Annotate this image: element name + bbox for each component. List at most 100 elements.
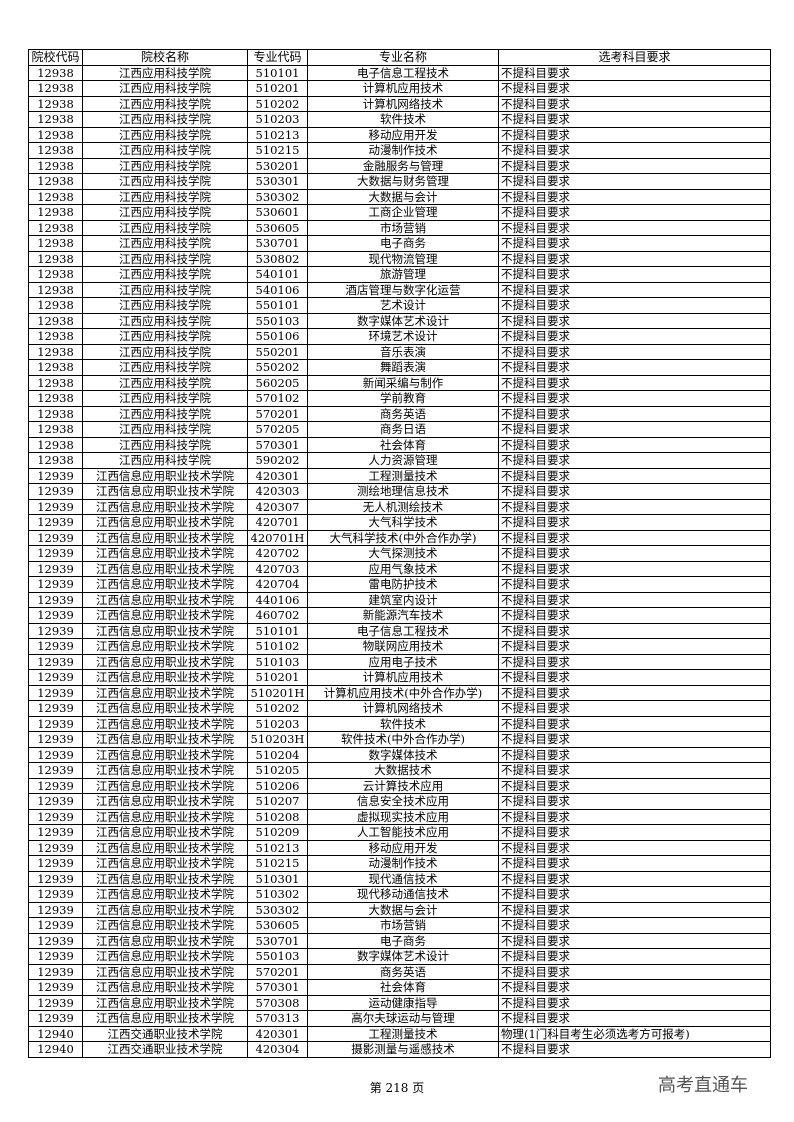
cell-requirement: 不提科目要求 (498, 963, 771, 980)
table-row: 12939 江西信息应用职业技术学院 510203H 软件技术(中外合作办学) 不提科目… (28, 731, 771, 748)
cell-requirement: 不提科目要求 (498, 452, 771, 469)
cell-major-code: 530601 (247, 204, 308, 221)
cell-major-code: 560205 (247, 374, 308, 391)
cell-requirement: 不提科目要求 (498, 994, 771, 1011)
cell-school-name: 江西信息应用职业技术学院 (82, 901, 248, 918)
cell-requirement: 不提科目要求 (498, 467, 771, 484)
cell-school-code: 12938 (28, 312, 83, 329)
table-row: 12938 江西应用科技学院 530802 现代物流管理 不提科目要求 (28, 250, 771, 267)
cell-school-name: 江西应用科技学院 (82, 157, 248, 174)
cell-school-name: 江西应用科技学院 (82, 436, 248, 453)
cell-requirement: 不提科目要求 (498, 436, 771, 453)
cell-school-code: 12938 (28, 266, 83, 283)
cell-school-code: 12939 (28, 498, 83, 515)
cell-school-name: 江西应用科技学院 (82, 250, 248, 267)
cell-school-name: 江西信息应用职业技术学院 (82, 917, 248, 934)
table-row: 12939 江西信息应用职业技术学院 510209 人工智能技术应用 不提科目要求 (28, 824, 771, 841)
cell-major-code: 570308 (247, 994, 308, 1011)
cell-school-name: 江西信息应用职业技术学院 (82, 638, 248, 655)
cell-school-name: 江西信息应用职业技术学院 (82, 855, 248, 872)
cell-major-name: 环境艺术设计 (307, 328, 499, 345)
cell-school-name: 江西交通职业技术学院 (82, 1025, 248, 1042)
cell-major-name: 艺术设计 (307, 297, 499, 314)
cell-major-name: 移动应用开发 (307, 126, 499, 143)
table-row: 12939 江西信息应用职业技术学院 420704 雷电防护技术 不提科目要求 (28, 576, 771, 593)
table-row: 12939 江西信息应用职业技术学院 510201H 计算机应用技术(中外合作办学) 不… (28, 684, 771, 701)
cell-school-name: 江西信息应用职业技术学院 (82, 529, 248, 546)
cell-school-name: 江西信息应用职业技术学院 (82, 793, 248, 810)
table-row: 12938 江西应用科技学院 530201 金融服务与管理 不提科目要求 (28, 157, 771, 174)
cell-school-name: 江西信息应用职业技术学院 (82, 700, 248, 717)
cell-major-name: 电子商务 (307, 235, 499, 252)
table-header-row: 院校代码 院校名称 专业代码 专业名称 选考科目要求 (28, 49, 771, 66)
cell-major-code: 550101 (247, 297, 308, 314)
cell-requirement: 不提科目要求 (498, 591, 771, 608)
cell-school-name: 江西信息应用职业技术学院 (82, 576, 248, 593)
cell-school-code: 12939 (28, 994, 83, 1011)
cell-major-code: 510201H (247, 684, 308, 701)
cell-major-code: 510209 (247, 824, 308, 841)
cell-requirement: 不提科目要求 (498, 142, 771, 159)
cell-school-name: 江西应用科技学院 (82, 452, 248, 469)
cell-major-name: 新闻采编与制作 (307, 374, 499, 391)
cell-requirement: 不提科目要求 (498, 746, 771, 763)
cell-school-name: 江西信息应用职业技术学院 (82, 467, 248, 484)
table-row: 12938 江西应用科技学院 540101 旅游管理 不提科目要求 (28, 266, 771, 283)
cell-major-code: 570102 (247, 390, 308, 407)
table-row: 12939 江西信息应用职业技术学院 510208 虚拟现实技术应用 不提科目要求 (28, 808, 771, 825)
cell-requirement: 不提科目要求 (498, 638, 771, 655)
brand-label: 高考直通车 (658, 1075, 748, 1096)
cell-major-code: 530301 (247, 173, 308, 190)
cell-school-code: 12939 (28, 870, 83, 887)
cell-school-code: 12939 (28, 731, 83, 748)
cell-requirement: 不提科目要求 (498, 669, 771, 686)
cell-major-name: 建筑室内设计 (307, 591, 499, 608)
cell-requirement: 不提科目要求 (498, 653, 771, 670)
cell-school-name: 江西信息应用职业技术学院 (82, 731, 248, 748)
cell-requirement: 不提科目要求 (498, 855, 771, 872)
cell-requirement: 不提科目要求 (498, 1010, 771, 1027)
cell-requirement: 不提科目要求 (498, 514, 771, 531)
cell-requirement: 不提科目要求 (498, 777, 771, 794)
cell-major-code: 530701 (247, 235, 308, 252)
cell-school-name: 江西应用科技学院 (82, 343, 248, 360)
cell-school-name: 江西信息应用职业技术学院 (82, 839, 248, 856)
table-row: 12939 江西信息应用职业技术学院 510215 动漫制作技术 不提科目要求 (28, 855, 771, 872)
cell-major-name: 应用气象技术 (307, 560, 499, 577)
table-row: 12939 江西信息应用职业技术学院 570301 社会体育 不提科目要求 (28, 979, 771, 996)
cell-major-name: 计算机网络技术 (307, 700, 499, 717)
cell-requirement: 不提科目要求 (498, 343, 771, 360)
cell-major-name: 计算机应用技术(中外合作办学) (307, 684, 499, 701)
table-row: 12938 江西应用科技学院 570201 商务英语 不提科目要求 (28, 405, 771, 422)
cell-major-name: 云计算技术应用 (307, 777, 499, 794)
table-row: 12938 江西应用科技学院 570102 学前教育 不提科目要求 (28, 390, 771, 407)
cell-major-name: 信息安全技术应用 (307, 793, 499, 810)
cell-major-code: 570205 (247, 421, 308, 438)
subject-requirements-table: 院校代码 院校名称 专业代码 专业名称 选考科目要求 12938 江西应用科技学院… (28, 49, 771, 1058)
cell-school-code: 12938 (28, 405, 83, 422)
cell-school-name: 江西信息应用职业技术学院 (82, 932, 248, 949)
cell-requirement: 不提科目要求 (498, 219, 771, 236)
cell-school-code: 12938 (28, 421, 83, 438)
cell-school-code: 12938 (28, 359, 83, 376)
table-row: 12938 江西应用科技学院 510202 计算机网络技术 不提科目要求 (28, 95, 771, 112)
table-row: 12939 江西信息应用职业技术学院 420301 工程测量技术 不提科目要求 (28, 467, 771, 484)
table-row: 12939 江西信息应用职业技术学院 510204 数字媒体技术 不提科目要求 (28, 746, 771, 763)
cell-requirement: 不提科目要求 (498, 886, 771, 903)
cell-major-code: 530802 (247, 250, 308, 267)
cell-school-code: 12938 (28, 188, 83, 205)
cell-major-name: 无人机测绘技术 (307, 498, 499, 515)
cell-requirement: 不提科目要求 (498, 111, 771, 128)
table-row: 12938 江西应用科技学院 590202 人力资源管理 不提科目要求 (28, 452, 771, 469)
table-row: 12939 江西信息应用职业技术学院 530605 市场营销 不提科目要求 (28, 917, 771, 934)
cell-major-code: 550201 (247, 343, 308, 360)
cell-requirement: 不提科目要求 (498, 157, 771, 174)
cell-school-name: 江西应用科技学院 (82, 64, 248, 81)
table-row: 12939 江西信息应用职业技术学院 510203 软件技术 不提科目要求 (28, 715, 771, 732)
cell-school-name: 江西应用科技学院 (82, 390, 248, 407)
cell-school-name: 江西信息应用职业技术学院 (82, 870, 248, 887)
cell-school-name: 江西信息应用职业技术学院 (82, 746, 248, 763)
cell-school-name: 江西应用科技学院 (82, 173, 248, 190)
cell-school-code: 12939 (28, 948, 83, 965)
cell-school-code: 12939 (28, 886, 83, 903)
